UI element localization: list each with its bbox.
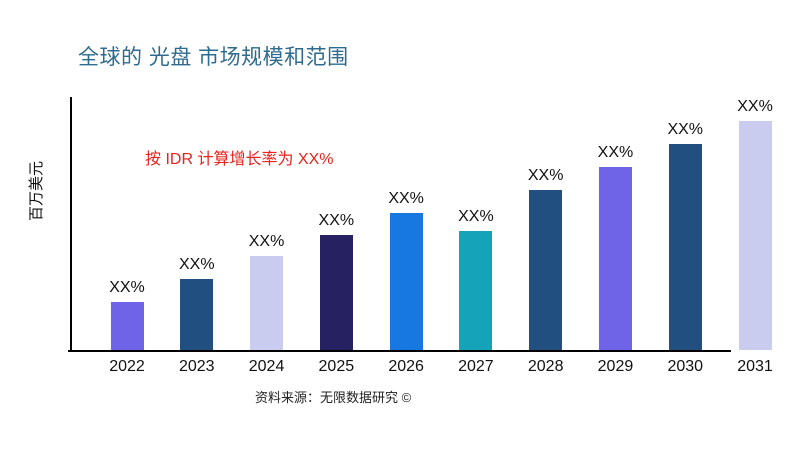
chart-title: 全球的 光盘 市场规模和范围 — [78, 46, 349, 69]
x-axis-line — [68, 350, 731, 352]
y-axis-line — [70, 97, 72, 352]
x-tick-label-2027: 2027 — [458, 358, 494, 375]
y-axis-label: 百万美元 — [28, 161, 45, 222]
bar-2025 — [319, 235, 353, 350]
bar-2023 — [180, 279, 214, 350]
x-tick-label-2024: 2024 — [248, 358, 285, 375]
bar-value-label-2029: XX% — [597, 144, 634, 161]
bar-value-label-2023: XX% — [178, 256, 215, 273]
growth-rate-annotation: 按 IDR 计算增长率为 XX% — [145, 151, 334, 168]
x-tick-label-2029: 2029 — [597, 358, 634, 375]
bar-value-label-2024: XX% — [248, 233, 285, 250]
bar-value-label-2022: XX% — [109, 279, 145, 296]
x-tick-label-2026: 2026 — [388, 358, 424, 375]
bar-2028 — [529, 190, 563, 350]
bar-value-label-2031: XX% — [737, 98, 773, 115]
bar-2024 — [250, 256, 284, 350]
source-note: 资料来源：无限数据研究 © — [255, 390, 412, 405]
bar-value-label-2026: XX% — [388, 190, 424, 207]
x-tick-label-2023: 2023 — [178, 358, 215, 375]
bar-2029 — [598, 167, 632, 350]
bar-2030 — [668, 144, 702, 350]
bar-value-label-2025: XX% — [318, 212, 355, 229]
bar-2027 — [459, 231, 493, 350]
x-tick-label-2031: 2031 — [737, 358, 773, 375]
bar-value-label-2028: XX% — [527, 167, 564, 184]
x-tick-label-2022: 2022 — [109, 358, 145, 375]
x-tick-label-2030: 2030 — [667, 358, 704, 375]
bar-2026 — [389, 213, 423, 350]
bar-value-label-2030: XX% — [667, 121, 704, 138]
bar-2031 — [738, 121, 772, 350]
bar-value-label-2027: XX% — [458, 208, 494, 225]
x-tick-label-2025: 2025 — [318, 358, 355, 375]
x-tick-label-2028: 2028 — [527, 358, 564, 375]
bar-2022 — [110, 302, 144, 350]
